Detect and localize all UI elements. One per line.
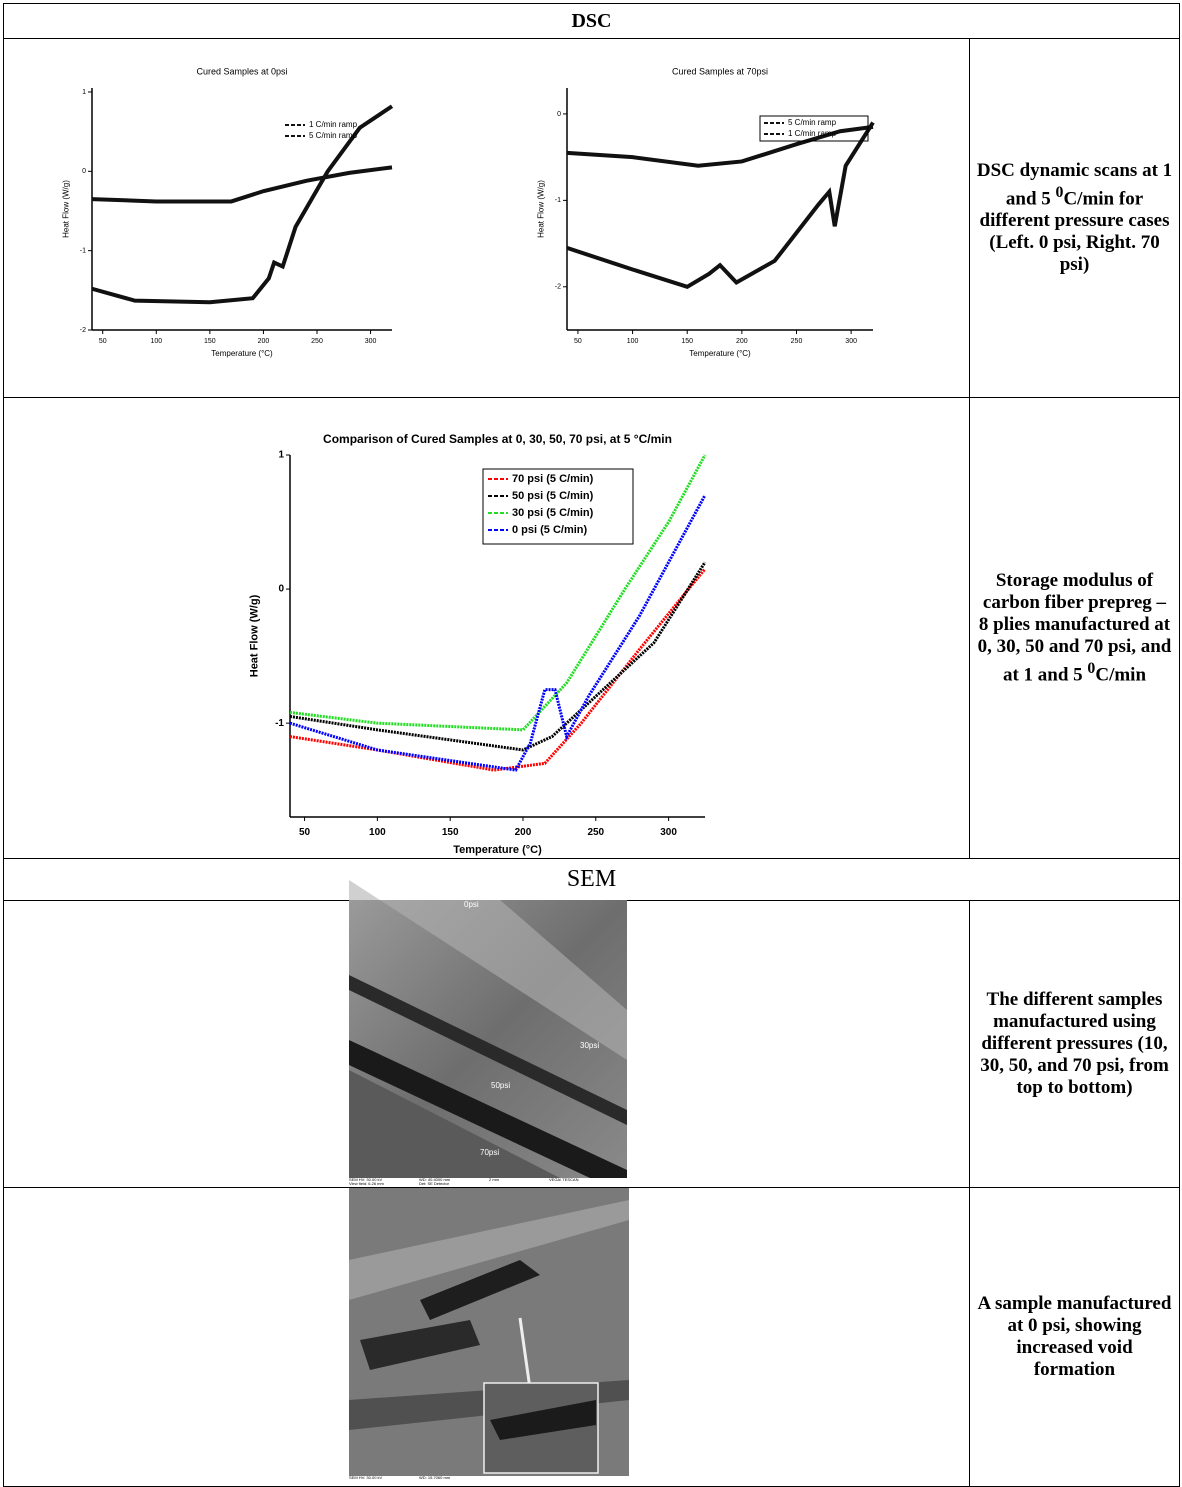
- caption-text: A sample manufactured at 0 psi, showing …: [977, 1293, 1172, 1380]
- image-footer: VEGA\ TESCAN: [549, 1177, 579, 1182]
- x-tick-label: 300: [845, 338, 857, 345]
- text: DSC dynamic scans at 1 and 5: [976, 159, 1173, 210]
- series-line: [289, 454, 707, 732]
- legend-label: 1 C/min ramp: [309, 120, 358, 129]
- x-axis-label: Temperature (°C): [689, 349, 751, 358]
- y-axis-label: Heat Flow (W/g): [249, 594, 261, 677]
- x-axis-label: Temperature (°C): [453, 844, 542, 856]
- x-tick-label: 50: [574, 338, 582, 345]
- x-tick-label: 200: [258, 338, 270, 345]
- legend-label: 50 psi (5 C/min): [512, 490, 594, 502]
- caption: The different samples manufactured using…: [969, 900, 1180, 1188]
- sem-image: [349, 1188, 629, 1483]
- image-footer: 2 mm: [489, 1177, 500, 1182]
- image-footer: WD: 15.7060 mm: [419, 1475, 451, 1480]
- x-tick-label: 100: [150, 338, 162, 345]
- x-tick-label: 250: [587, 827, 604, 838]
- x-tick-label: 50: [299, 827, 311, 838]
- caption-text: The different samples manufactured using…: [980, 989, 1169, 1098]
- x-tick-label: 250: [791, 338, 803, 345]
- series-line: [289, 561, 707, 752]
- y-axis-label: Heat Flow (W/g): [62, 180, 71, 238]
- y-tick-label: 0: [557, 111, 561, 118]
- sup: 0: [1087, 659, 1096, 677]
- x-tick-label: 150: [204, 338, 216, 345]
- image-label: 50psi: [491, 1081, 510, 1090]
- y-tick-label: -1: [275, 718, 284, 729]
- y-tick-label: -1: [80, 247, 86, 254]
- text: C/min for different pressure cases (Left…: [979, 188, 1170, 276]
- y-tick-label: -2: [555, 284, 561, 291]
- legend-box: [482, 468, 634, 545]
- x-tick-label: 150: [681, 338, 693, 345]
- legend-label: 5 C/min ramp: [309, 131, 358, 140]
- legend-label: 5 C/min ramp: [788, 118, 837, 127]
- legend-box: [759, 115, 869, 142]
- x-tick-label: 250: [311, 338, 323, 345]
- x-tick-label: 300: [365, 338, 377, 345]
- y-tick-label: 0: [278, 584, 284, 595]
- sup: 0: [1055, 183, 1064, 201]
- image-footer: SEM HV: 30.00 kV: [349, 1475, 383, 1480]
- caption-text: Storage modulus of carbon fiber prepreg …: [976, 570, 1173, 686]
- legend-label: 0 psi (5 C/min): [512, 524, 588, 536]
- caption: Storage modulus of carbon fiber prepreg …: [969, 397, 1180, 859]
- x-tick-label: 200: [736, 338, 748, 345]
- x-tick-label: 300: [660, 827, 677, 838]
- series-line: [289, 568, 707, 772]
- y-tick-label: -1: [555, 197, 561, 204]
- sem-image: [349, 880, 627, 1187]
- chart-title: Cured Samples at 0psi: [196, 66, 287, 76]
- image-footer: Det: SE Detector: [419, 1181, 450, 1186]
- series-line: [91, 104, 394, 305]
- y-tick-label: 1: [278, 450, 284, 461]
- series-line: [566, 121, 875, 289]
- text: Storage modulus of carbon fiber prepreg …: [977, 569, 1172, 686]
- chart-title: Cured Samples at 70psi: [672, 66, 768, 76]
- image-footer: SEM HV: 30.00 kV: [349, 1177, 383, 1182]
- y-tick-label: -2: [80, 327, 86, 334]
- x-tick-label: 200: [515, 827, 532, 838]
- series-line: [566, 124, 874, 168]
- image-footer: View field: 6.26 mm: [349, 1181, 384, 1186]
- y-tick-label: 0: [82, 168, 86, 175]
- image-label: 70psi: [480, 1148, 499, 1157]
- series-line: [289, 494, 707, 772]
- legend-label: 1 C/min ramp: [788, 129, 837, 138]
- y-tick-label: 1: [82, 89, 86, 96]
- x-tick-label: 100: [369, 827, 386, 838]
- caption-text: DSC dynamic scans at 1 and 5 0C/min for …: [976, 160, 1173, 276]
- legend-label: 30 psi (5 C/min): [512, 507, 594, 519]
- series-line: [91, 165, 393, 204]
- x-tick-label: 50: [99, 338, 107, 345]
- legend-label: 70 psi (5 C/min): [512, 473, 594, 485]
- image-label: 30psi: [580, 1041, 599, 1050]
- chart-title: Comparison of Cured Samples at 0, 30, 50…: [323, 432, 672, 446]
- caption: A sample manufactured at 0 psi, showing …: [969, 1187, 1180, 1487]
- x-tick-label: 100: [627, 338, 639, 345]
- x-tick-label: 150: [442, 827, 459, 838]
- y-axis-label: Heat Flow (W/g): [537, 180, 546, 238]
- x-axis-label: Temperature (°C): [211, 349, 273, 358]
- image-label: 0psi: [464, 900, 479, 909]
- image-footer: WD: 40.4000 mm: [419, 1177, 451, 1182]
- text: C/min: [1095, 664, 1147, 686]
